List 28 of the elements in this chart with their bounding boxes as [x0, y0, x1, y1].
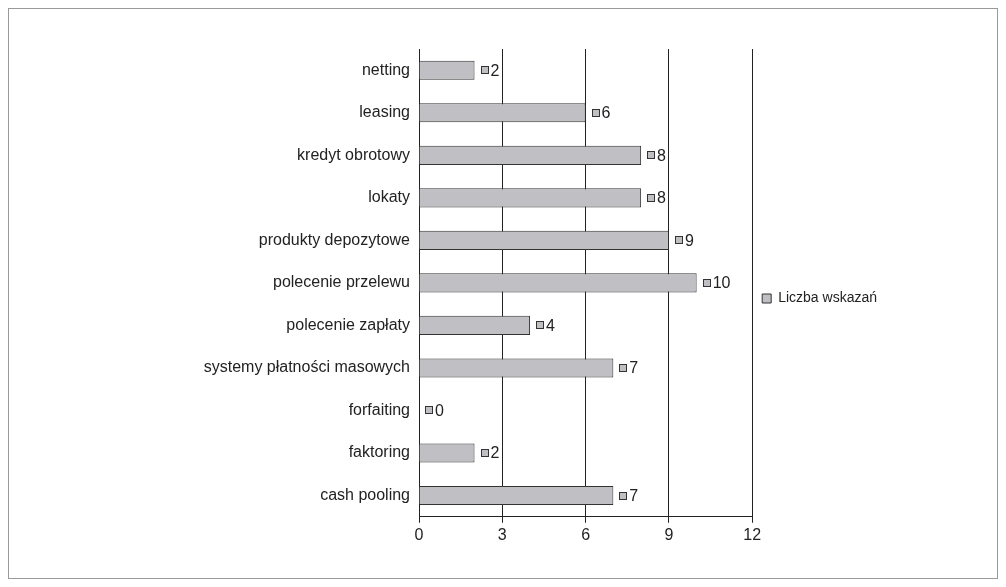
data-label: 8 [657, 146, 667, 164]
data-label: 9 [684, 231, 694, 249]
legend-label: Liczba wskazań [778, 289, 877, 306]
y-tick-label: lokaty [368, 188, 410, 206]
y-tick-label: kredyt obrotowy [297, 145, 410, 163]
data-label: 7 [629, 359, 639, 377]
data-label: 10 [712, 274, 731, 292]
data-label: 8 [657, 189, 667, 207]
data-label: 4 [546, 316, 556, 334]
data-label: 2 [490, 444, 500, 462]
x-tick-label: 6 [581, 525, 591, 543]
y-tick-label: forfaiting [348, 400, 410, 418]
data-label: 2 [490, 61, 500, 79]
y-tick-label: produkty depozytowe [258, 230, 411, 248]
x-tick-label: 0 [414, 525, 424, 543]
y-tick-label: polecenie przelewu [273, 273, 410, 291]
x-tick-label: 3 [497, 525, 507, 543]
y-tick-label: faktoring [348, 443, 410, 461]
y-tick-label: netting [361, 60, 410, 78]
y-tick-label: systemy płatności masowych [203, 358, 410, 376]
x-tick-label: 9 [664, 525, 674, 543]
data-label: 0 [435, 401, 444, 419]
y-tick-label: leasing [359, 103, 410, 121]
data-label: 6 [601, 104, 611, 122]
y-tick-label: cash pooling [320, 485, 410, 503]
y-tick-label: polecenie zapłaty [286, 315, 410, 333]
x-tick-label: 12 [743, 525, 762, 543]
data-label: 7 [629, 486, 639, 504]
